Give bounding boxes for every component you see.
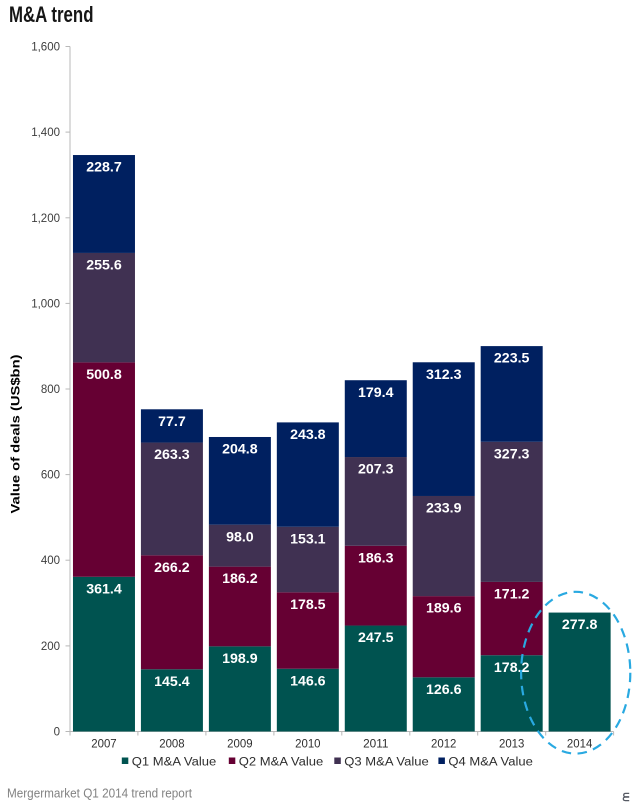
svg-text:361.4: 361.4 — [86, 581, 122, 597]
svg-text:189.6: 189.6 — [426, 601, 462, 617]
svg-text:2008: 2008 — [159, 739, 184, 751]
svg-text:2007: 2007 — [91, 739, 116, 751]
svg-text:2014: 2014 — [567, 739, 593, 751]
svg-text:77.7: 77.7 — [158, 414, 186, 430]
svg-text:2010: 2010 — [295, 739, 320, 751]
svg-text:178.2: 178.2 — [494, 660, 530, 676]
svg-text:Q2 M&A Value: Q2 M&A Value — [239, 757, 324, 769]
svg-text:228.7: 228.7 — [86, 160, 122, 176]
svg-text:1,000: 1,000 — [31, 298, 60, 310]
svg-text:1,600: 1,600 — [31, 42, 60, 54]
svg-text:145.4: 145.4 — [154, 674, 190, 690]
svg-text:M&A trend: M&A trend — [9, 2, 94, 27]
svg-text:233.9: 233.9 — [426, 501, 462, 517]
svg-text:255.6: 255.6 — [86, 258, 122, 274]
svg-text:1,400: 1,400 — [31, 127, 60, 139]
svg-text:400: 400 — [41, 555, 60, 567]
svg-text:186.3: 186.3 — [358, 550, 394, 566]
svg-text:Q1 M&A Value: Q1 M&A Value — [132, 757, 217, 769]
svg-text:2009: 2009 — [227, 739, 252, 751]
svg-text:171.2: 171.2 — [494, 587, 530, 603]
svg-text:198.9: 198.9 — [222, 651, 258, 667]
svg-text:153.1: 153.1 — [290, 531, 326, 547]
svg-text:263.3: 263.3 — [154, 447, 190, 463]
svg-text:2013: 2013 — [499, 739, 524, 751]
svg-text:600: 600 — [41, 470, 60, 482]
svg-text:Q3 M&A Value: Q3 M&A Value — [344, 757, 429, 769]
svg-text:500.8: 500.8 — [86, 367, 122, 383]
svg-text:126.6: 126.6 — [426, 682, 462, 698]
svg-text:2012: 2012 — [431, 739, 456, 751]
svg-text:204.8: 204.8 — [222, 442, 258, 458]
svg-text:247.5: 247.5 — [358, 630, 394, 646]
svg-text:327.3: 327.3 — [494, 446, 530, 462]
svg-text:200: 200 — [41, 641, 60, 653]
svg-text:178.5: 178.5 — [290, 597, 326, 613]
svg-text:Value of deals (US$bn): Value of deals (US$bn) — [11, 354, 23, 513]
svg-text:207.3: 207.3 — [358, 462, 394, 478]
svg-text:800: 800 — [41, 384, 60, 396]
svg-text:186.2: 186.2 — [222, 571, 258, 587]
svg-text:266.2: 266.2 — [154, 560, 190, 576]
svg-text:146.6: 146.6 — [290, 673, 326, 689]
svg-text:Mergermarket Q1 2014 trend rep: Mergermarket Q1 2014 trend report — [7, 786, 192, 801]
svg-text:Q4 M&A Value: Q4 M&A Value — [448, 757, 533, 769]
svg-text:223.5: 223.5 — [494, 351, 530, 367]
svg-text:98.0: 98.0 — [226, 529, 254, 545]
svg-text:277.8: 277.8 — [562, 617, 598, 633]
svg-text:179.4: 179.4 — [358, 385, 394, 401]
svg-text:243.8: 243.8 — [290, 427, 326, 443]
svg-text:312.3: 312.3 — [426, 367, 462, 383]
svg-text:1,200: 1,200 — [31, 213, 60, 225]
svg-text:0: 0 — [54, 727, 60, 739]
svg-text:2011: 2011 — [363, 739, 388, 751]
